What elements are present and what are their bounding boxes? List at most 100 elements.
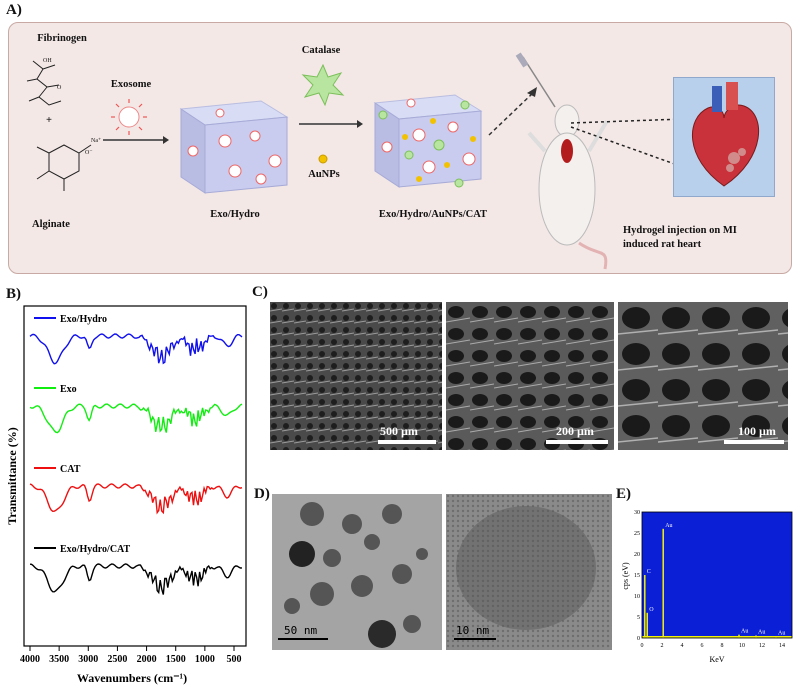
ftir-xtick-label: 3000 (78, 654, 98, 665)
ftir-xticks: 4000 3500 3000 2500 2000 1500 1000 500 (20, 646, 242, 665)
o-label: O (57, 85, 62, 91)
sem-image-3: 100 µm (618, 302, 788, 450)
eds-ytick-label: 15 (634, 573, 640, 579)
panel-label-e: E) (616, 486, 631, 502)
eds-xtick-label: 14 (779, 643, 785, 649)
fibrinogen-structure-icon (26, 60, 62, 106)
arrow-icon (299, 120, 363, 128)
ftir-xtick-label: 1500 (166, 654, 186, 665)
exo-hydro-aunps-cat-label: Exo/Hydro/AuNPs/CAT (378, 209, 488, 220)
composite-hydrogel-icon (373, 94, 483, 188)
catalase-label: Catalase (301, 45, 341, 56)
rat-icon (515, 52, 609, 270)
eds-peak-label-5: Au (758, 629, 765, 635)
oh-label: OH (43, 58, 52, 64)
gold-nanoparticle-icon (318, 154, 328, 164)
ftir-xtick-label: 2000 (137, 654, 157, 665)
heart-box (673, 77, 775, 197)
tem-lattice (446, 494, 612, 650)
catalase-icon (301, 63, 345, 107)
eds-xtick-label: 2 (661, 643, 664, 649)
eds-chart: C O Au Au Au Au 0 2 4 6 8 10 12 14 0 5 10 15 20 25 30 KeV cp… (621, 510, 793, 664)
eds-xtick-label: 10 (739, 643, 745, 649)
scale-text-3: 100 µm (738, 424, 776, 438)
tem-scale-bar-2 (454, 638, 496, 640)
eds-xtick-label: 4 (681, 643, 684, 649)
ftir-xtick-label: 1000 (195, 654, 215, 665)
alginate-structure-icon (36, 144, 92, 191)
injection-caption-line2: induced rat heart (623, 239, 702, 250)
scale-bar-2 (546, 440, 608, 444)
dashed-lines-icon (570, 118, 684, 168)
ftir-series-4-line (29, 563, 243, 595)
eds-ytick-label: 10 (634, 594, 640, 600)
dashed-arrow-icon (488, 87, 537, 136)
panel-label-c: C) (252, 284, 268, 300)
scale-bar-1 (378, 440, 436, 444)
tem-scale-text-1: 50 nm (284, 624, 318, 637)
ftir-legend-label-2: Exo (60, 384, 77, 395)
eds-peak-label-4: Au (741, 629, 748, 635)
eds-xlabel: KeV (709, 655, 724, 664)
eds-xtick-label: 12 (759, 643, 765, 649)
eds-xtick-label: 0 (641, 643, 644, 649)
eds-plot-area (642, 512, 792, 638)
scale-bar-3 (724, 440, 784, 444)
panel-label-a: A) (6, 2, 22, 18)
tem-scale-text-2: 10 nm (456, 624, 490, 637)
eds-xtick-label: 8 (721, 643, 724, 649)
ftir-legend-label-4: Exo/Hydro/CAT (60, 544, 131, 555)
eds-ytick-label: 25 (634, 531, 640, 537)
ftir-plot-frame (23, 305, 247, 647)
ftir-series-group (29, 333, 243, 595)
exo-hydro-label: Exo/Hydro (210, 209, 260, 220)
sem-texture-3 (618, 302, 788, 450)
na-label: Na⁺ (91, 138, 102, 144)
exosome-icon (111, 99, 147, 135)
ftir-legend-label-1: Exo/Hydro (60, 314, 107, 325)
ftir-xtick-label: 3500 (49, 654, 69, 665)
ftir-series-2-line (29, 403, 243, 434)
ftir-xlabel: Wavenumbers (cm⁻¹) (77, 671, 187, 685)
arrow-icon (103, 136, 169, 144)
eds-peak-label-2: O (649, 607, 654, 613)
eds-ytick-label: 0 (637, 636, 640, 642)
plus-sign: + (46, 115, 52, 126)
ftir-legend-label-3: CAT (60, 464, 81, 475)
ftir-legend: Exo/Hydro Exo CAT Exo/Hydro/CAT (34, 314, 131, 555)
tem-scale-bar-1 (278, 638, 328, 640)
injection-caption-line1: Hydrogel injection on MI (623, 225, 737, 236)
eds-peak-label-3: Au (665, 523, 672, 529)
scale-text-1: 500 µm (380, 424, 418, 438)
eds-marks-group: C O Au Au Au Au 0 2 4 6 8 10 12 14 0 5 10 15 20 25 30 (634, 510, 793, 649)
fibrinogen-label: Fibrinogen (37, 33, 87, 44)
schematic-panel: Fibrinogen OH O + Na⁺ O⁻ Alginate Exosom… (8, 22, 792, 274)
exosome-label: Exosome (110, 79, 152, 90)
eds-ylabel: cps (eV) (621, 562, 630, 590)
tem-particles (272, 494, 442, 650)
eds-frame (641, 511, 793, 639)
eds-ytick-label: 20 (634, 552, 640, 558)
tem-image-1: 50 nm (272, 494, 442, 650)
tem-image-2: 10 nm (446, 494, 612, 650)
ftir-series-3-line (29, 483, 243, 515)
sem-texture-2 (446, 302, 614, 450)
sem-image-2: 200 µm (446, 302, 614, 450)
ftir-ylabel: Transmittance (%) (5, 427, 19, 524)
eds-peak-label-6: Au (778, 630, 785, 636)
eds-ytick-label: 30 (634, 510, 640, 516)
aunps-label: AuNPs (308, 169, 340, 180)
panel-label-b: B) (6, 286, 21, 302)
ftir-series-1-line (29, 333, 243, 365)
sem-image-1: 500 µm (270, 302, 442, 450)
eds-peak-label-1: C (647, 569, 651, 575)
eds-ytick-label: 5 (637, 615, 640, 621)
heart-icon (691, 82, 759, 187)
hydrogel-cube-icon (179, 100, 289, 194)
ftir-xtick-label: 4000 (20, 654, 40, 665)
panel-label-d: D) (254, 486, 270, 502)
ftir-chart: Exo/Hydro Exo CAT Exo/Hydro/CAT 4000 3500 300… (5, 305, 247, 685)
eds-xtick-label: 6 (701, 643, 704, 649)
alginate-label: Alginate (32, 219, 70, 230)
scale-text-2: 200 µm (556, 424, 594, 438)
